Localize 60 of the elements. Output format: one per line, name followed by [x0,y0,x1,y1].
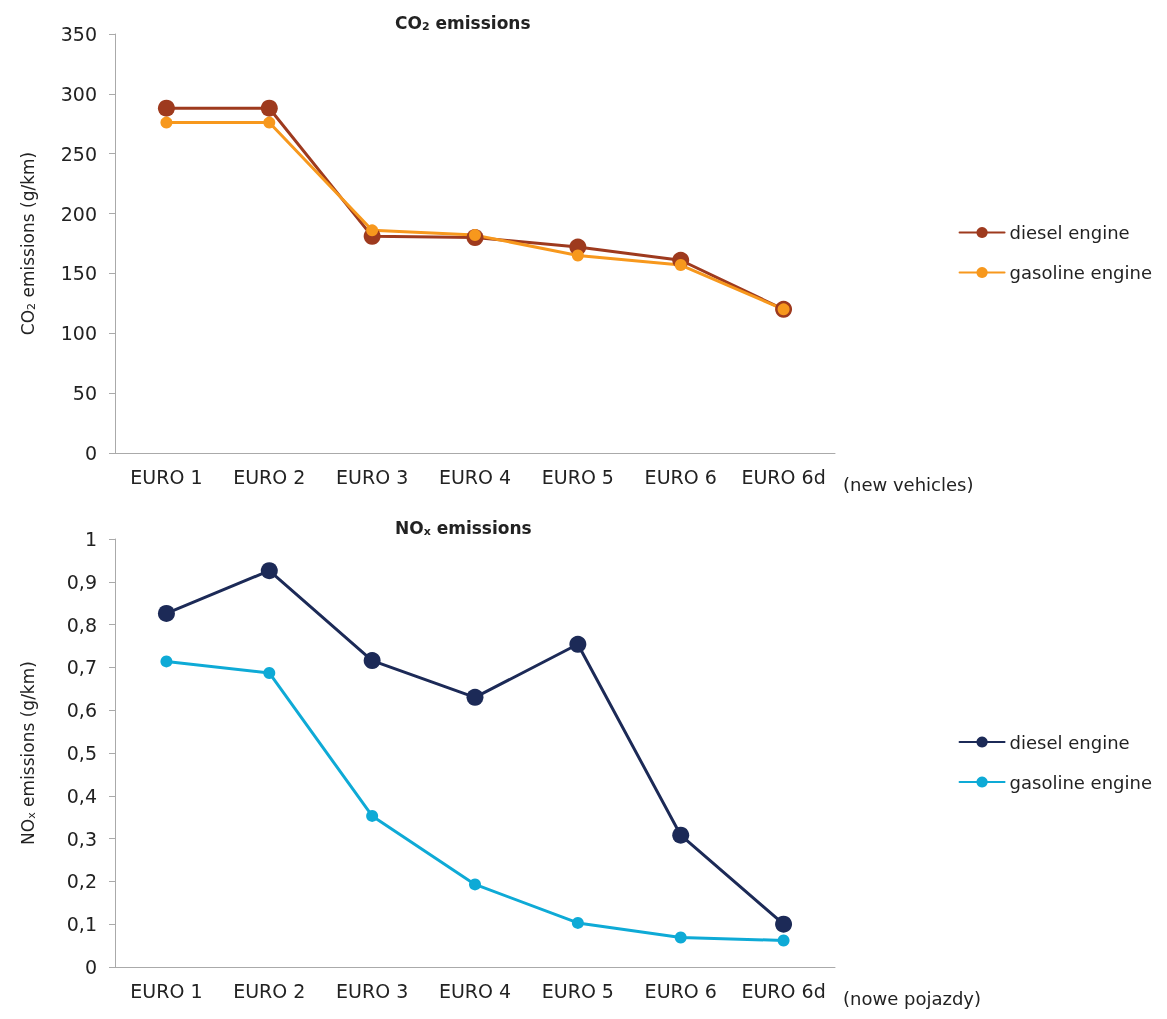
y-axis-title: NOx emissions (g/km) [17,661,38,845]
y-tick-label: 0 [84,442,97,464]
point [157,99,175,117]
y-tick-label: 300 [60,82,97,105]
point [260,562,278,580]
point [157,604,175,622]
point [469,878,481,891]
x-tick-label: EURO 1 [130,979,203,1002]
y-tick-label: 150 [60,262,97,285]
legend-label: gasoline engine [1009,771,1153,793]
y-tick-label: 250 [60,142,97,165]
x-tick-label: EURO 6d [741,979,826,1002]
x-tick-label: EURO 2 [233,979,306,1002]
x-tick-label: EURO 6d [741,465,826,488]
x-tick-label: EURO 3 [336,465,409,488]
x-tick-label: EURO 6 [644,465,717,488]
x-tick-label: EURO 2 [233,465,306,488]
y-tick-label: 50 [72,382,97,405]
legend-label: diesel engine [1009,731,1130,753]
point [569,635,587,653]
x-tick-label: EURO 4 [438,465,512,488]
y-tick-label: 0,6 [66,699,97,722]
y-tick-label: 0,4 [66,784,97,807]
point [672,826,690,844]
y-tick-label: 1 [84,528,97,550]
point [366,809,379,822]
x-axis-title: (nowe pojazdy) [843,987,981,1009]
point [363,652,381,670]
y-tick-label: 0,5 [66,742,97,764]
x-axis-title: (new vehicles) [843,473,974,495]
y-tick-label: 0,7 [66,656,97,679]
y-tick-label: 350 [60,23,97,45]
point [366,224,379,237]
point [571,249,584,262]
x-tick-label: EURO 1 [130,465,203,488]
point [260,99,278,117]
y-tick-label: 0,9 [66,570,97,593]
point [466,688,484,706]
point [571,916,584,929]
point [160,116,173,129]
legend-label: gasoline engine [1009,262,1153,283]
x-tick-label: EURO 6 [644,979,717,1002]
point [674,931,687,944]
y-tick-label: 0,8 [66,613,97,636]
y-tick-label: 0,1 [66,913,97,936]
point [777,934,790,947]
point [160,655,173,668]
point [263,666,276,679]
y-tick-label: 0 [84,956,97,978]
y-tick-label: 0,3 [66,827,97,850]
x-tick-label: EURO 3 [336,979,409,1002]
x-tick-label: EURO 4 [438,979,512,1002]
y-tick-label: 0,2 [66,870,97,893]
x-tick-label: EURO 5 [541,979,614,1002]
point [263,116,276,129]
y-tick-label: 100 [60,322,97,345]
legend-label: diesel engine [1009,222,1130,243]
point [775,915,793,933]
y-tick-label: 200 [60,202,97,225]
x-tick-label: EURO 5 [541,465,614,488]
